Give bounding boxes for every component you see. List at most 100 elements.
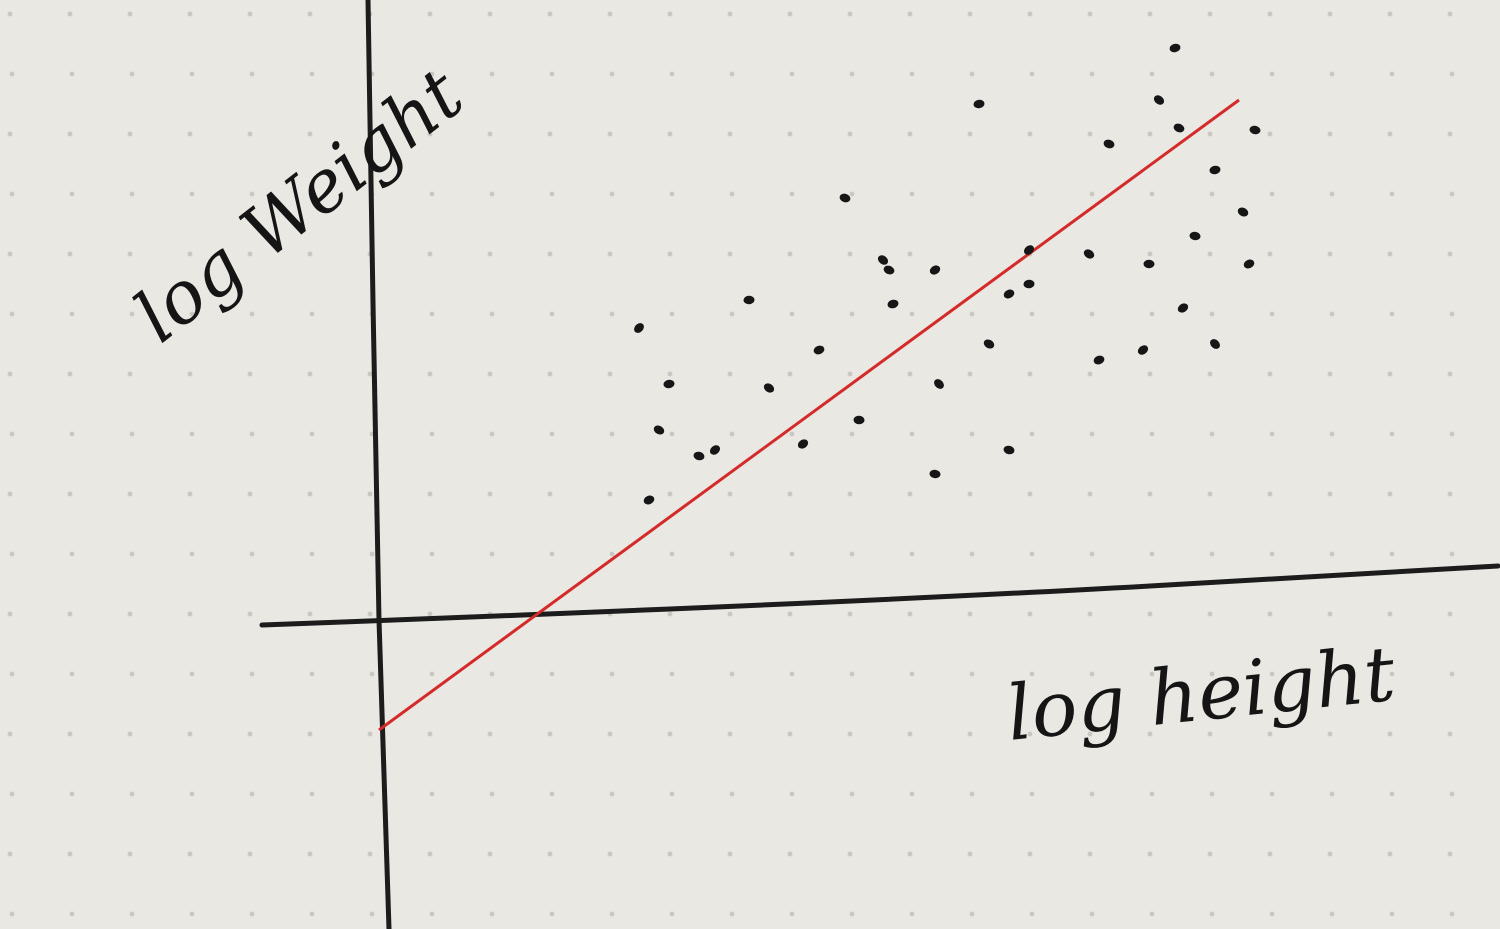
grid-dot: [127, 251, 133, 257]
data-point: [1143, 259, 1155, 269]
grid-dot: [967, 371, 973, 377]
grid-dot: [1327, 851, 1333, 857]
grid-dot: [1209, 671, 1215, 677]
grid-dot: [607, 851, 613, 857]
grid-dot: [1267, 371, 1273, 377]
grid-dot: [1027, 731, 1033, 737]
grid-dot: [1269, 191, 1275, 197]
grid-dot: [129, 71, 135, 77]
grid-dot: [1149, 431, 1155, 437]
grid-dot: [1087, 491, 1093, 497]
grid-dot: [1269, 431, 1275, 437]
grid-dot: [1387, 731, 1393, 737]
grid-dot: [487, 11, 493, 17]
grid-dot: [307, 11, 313, 17]
grid-dot: [1027, 491, 1033, 497]
grid-dot: [669, 191, 675, 197]
grid-dot: [1329, 431, 1335, 437]
grid-dot: [247, 131, 253, 137]
grid-dot: [67, 851, 73, 857]
grid-dot: [429, 671, 435, 677]
grid-dot: [489, 191, 495, 197]
fit-line: [378, 98, 1240, 732]
grid-dot: [487, 131, 493, 137]
grid-dot: [1089, 791, 1095, 797]
data-point: [1169, 43, 1181, 53]
grid-dot: [549, 551, 555, 557]
grid-dot: [849, 551, 855, 557]
grid-dot: [427, 851, 433, 857]
grid-dot: [1389, 791, 1395, 797]
grid-dot: [1269, 671, 1275, 677]
grid-dot: [1207, 851, 1213, 857]
grid-dot: [787, 251, 793, 257]
grid-dot: [487, 491, 493, 497]
grid-dot: [427, 731, 433, 737]
grid-dot: [969, 191, 975, 197]
grid-dot: [907, 731, 913, 737]
grid-dot: [427, 611, 433, 617]
data-point: [763, 383, 775, 393]
grid-dot: [1329, 671, 1335, 677]
grid-dot: [787, 851, 793, 857]
data-point: [813, 345, 825, 355]
grid-dot: [549, 791, 555, 797]
grid-dot: [249, 311, 255, 317]
grid-dot: [1087, 731, 1093, 737]
grid-dot: [1327, 611, 1333, 617]
grid-dot: [69, 191, 75, 197]
grid-dot: [847, 131, 853, 137]
grid-dot: [429, 311, 435, 317]
grid-dot: [129, 791, 135, 797]
grid-dot: [489, 911, 495, 917]
grid-dot: [727, 131, 733, 137]
grid-dot: [667, 11, 673, 17]
grid-dot: [789, 791, 795, 797]
grid-dot: [547, 851, 553, 857]
grid-dot: [1267, 851, 1273, 857]
grid-dot: [9, 431, 15, 437]
grid-dot: [489, 551, 495, 557]
grid-dot: [1207, 131, 1213, 137]
grid-dot: [967, 131, 973, 137]
grid-dot: [1389, 551, 1395, 557]
grid-dot: [247, 11, 253, 17]
grid-dot: [307, 731, 313, 737]
grid-dot: [549, 71, 555, 77]
grid-dot: [249, 191, 255, 197]
data-point: [797, 439, 809, 449]
grid-dot: [849, 191, 855, 197]
grid-dot: [367, 491, 373, 497]
grid-dot: [547, 731, 553, 737]
grid-dot: [1389, 191, 1395, 197]
grid-dot: [247, 731, 253, 737]
grid-dot: [9, 311, 15, 317]
grid-dot: [7, 131, 13, 137]
grid-dot: [127, 611, 133, 617]
grid-dot: [1329, 191, 1335, 197]
grid-dot: [967, 851, 973, 857]
grid-dot: [1029, 551, 1035, 557]
grid-dot: [609, 551, 615, 557]
grid-dot: [1209, 911, 1215, 917]
grid-dot: [787, 11, 793, 17]
grid-dot: [7, 851, 13, 857]
grid-dot: [849, 911, 855, 917]
data-point: [1243, 259, 1255, 269]
grid-dot: [309, 671, 315, 677]
grid-dot: [129, 311, 135, 317]
grid-dot: [609, 311, 615, 317]
dot-grid: [7, 11, 1455, 917]
grid-dot: [1267, 491, 1273, 497]
grid-dot: [69, 431, 75, 437]
grid-dot: [729, 671, 735, 677]
grid-dot: [849, 671, 855, 677]
grid-dot: [1327, 251, 1333, 257]
grid-dot: [1449, 911, 1455, 917]
grid-dot: [489, 71, 495, 77]
grid-dot: [1147, 371, 1153, 377]
grid-dot: [907, 371, 913, 377]
grid-dot: [1147, 851, 1153, 857]
grid-dot: [667, 371, 673, 377]
grid-dot: [669, 431, 675, 437]
